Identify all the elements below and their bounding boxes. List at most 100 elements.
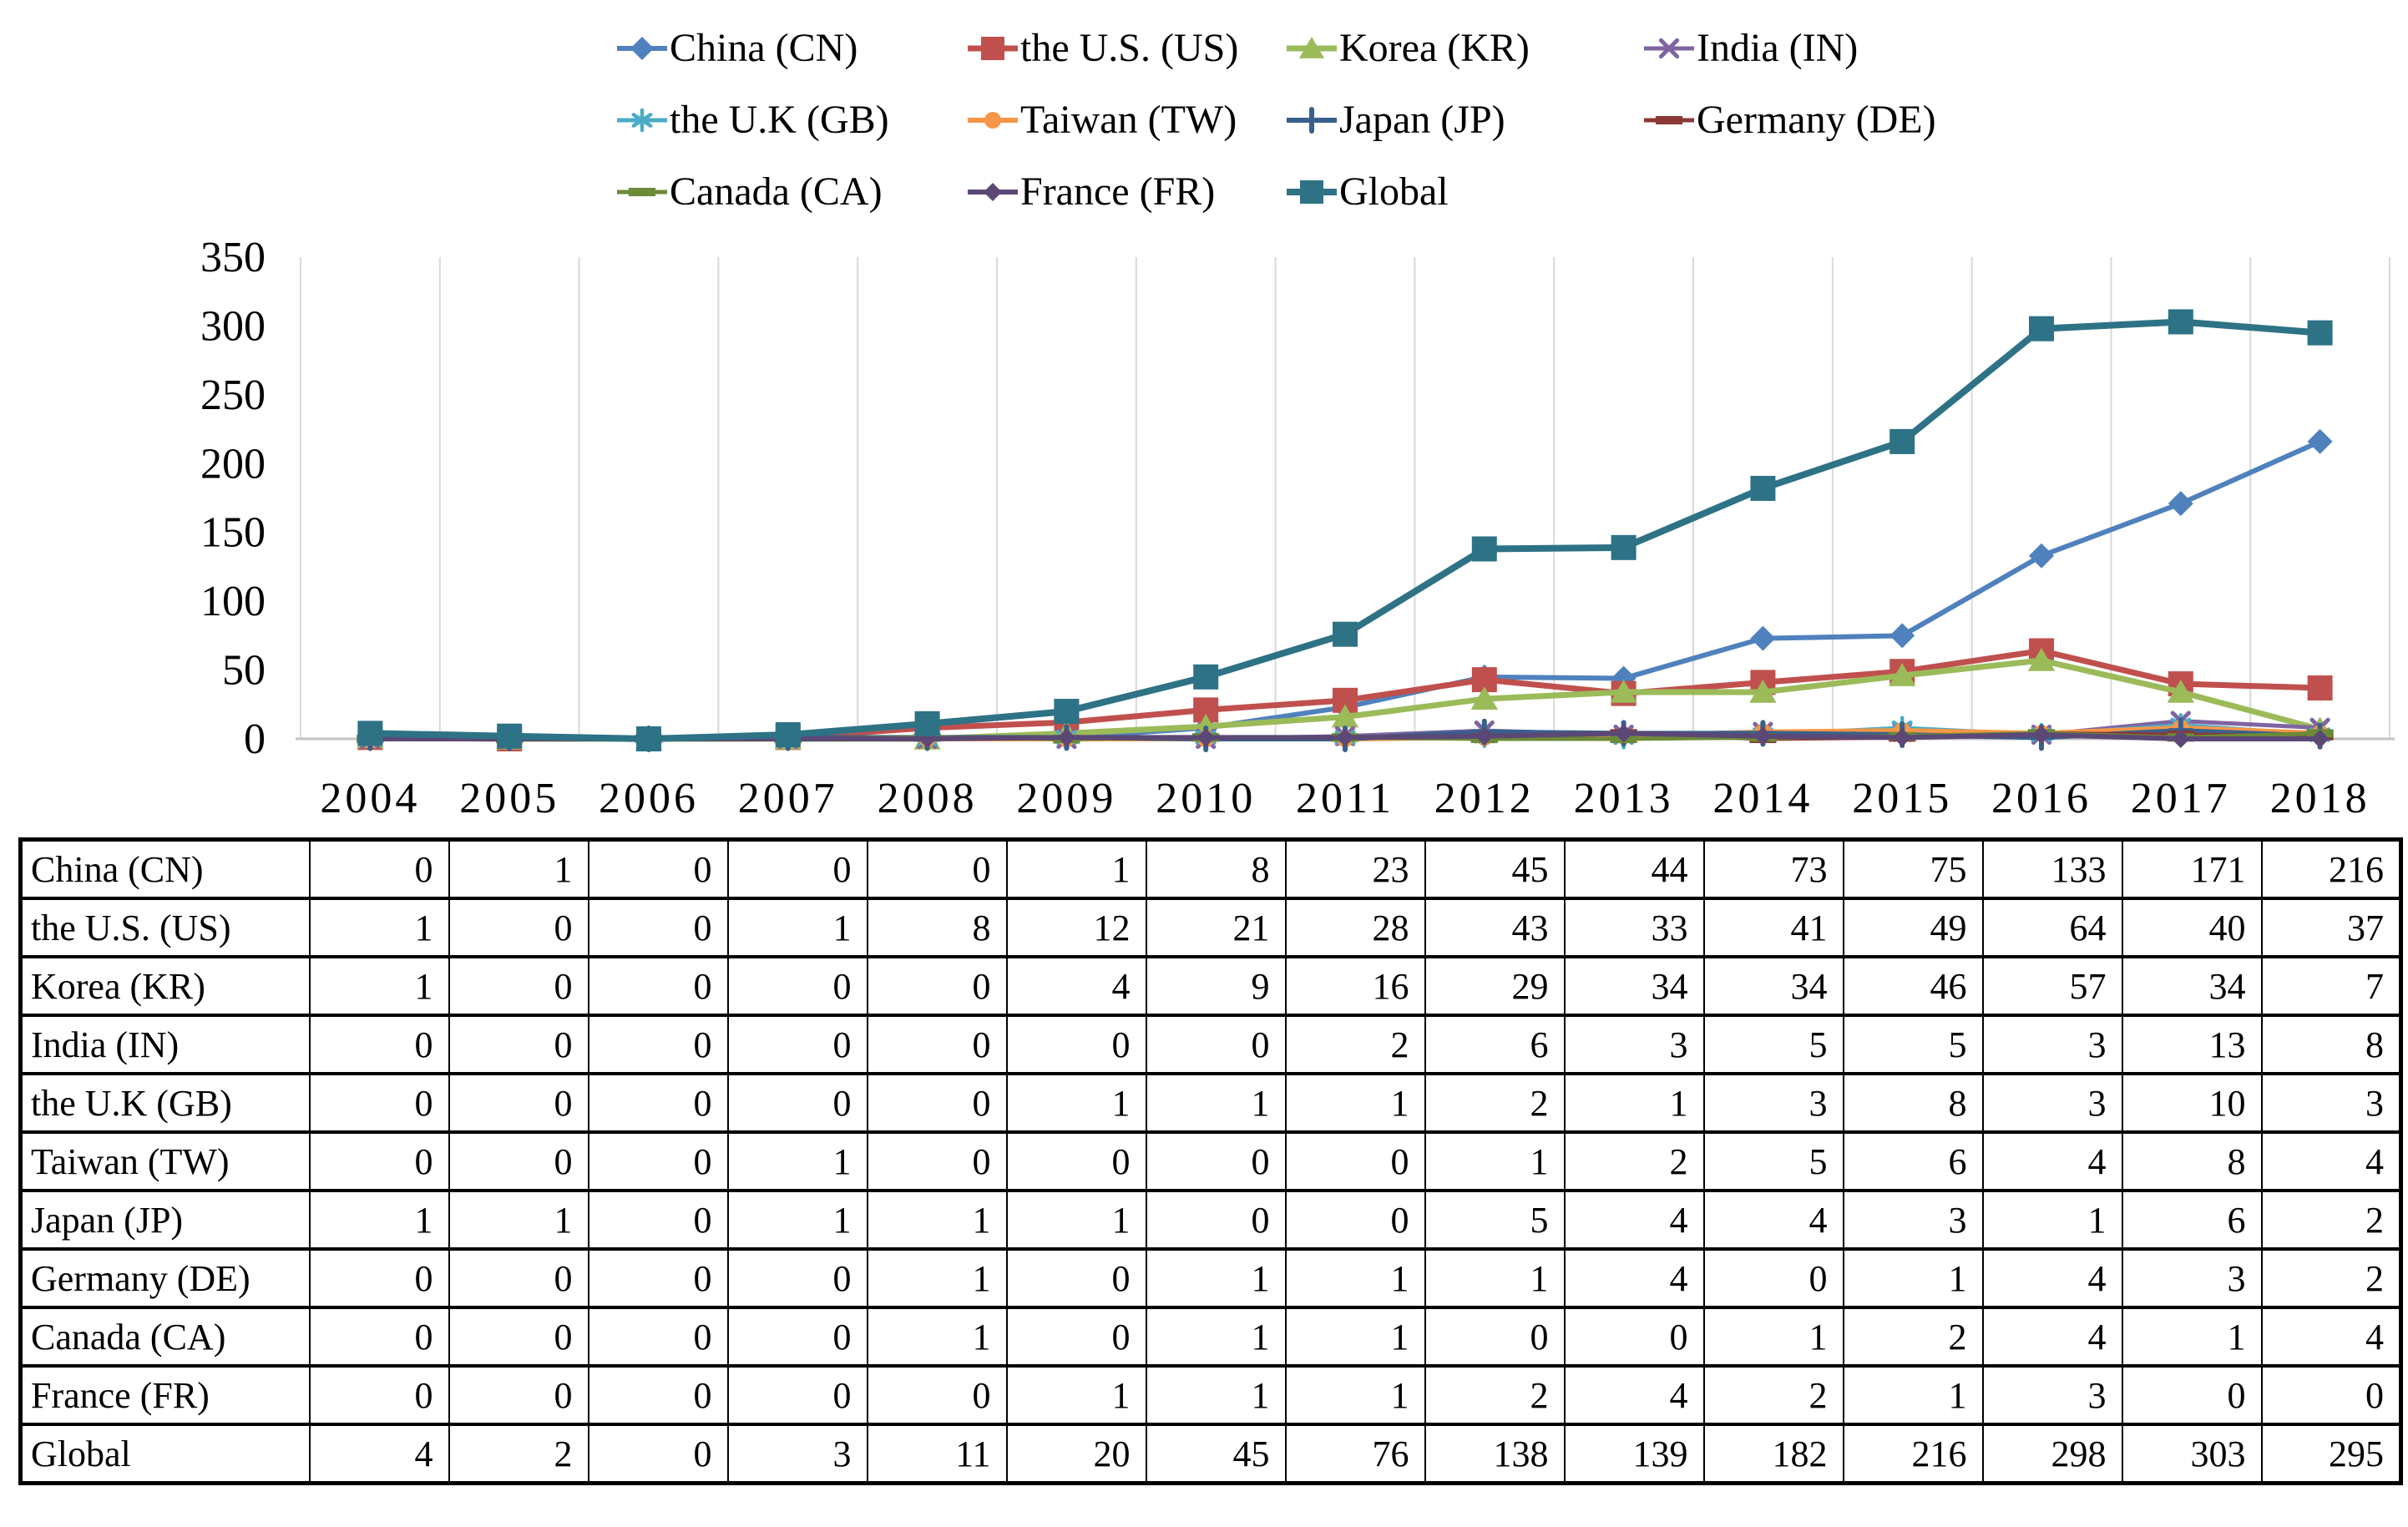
legend-marker-glyph <box>1298 107 1325 134</box>
x-axis-label: 2009 <box>1016 775 1116 822</box>
cell-value: 8 <box>2260 1014 2402 1075</box>
legend-marker-the-u-s-us-icon <box>968 37 1018 60</box>
series-marker-korea-kr <box>2027 648 2056 671</box>
legend-marker-glyph <box>1655 115 1683 125</box>
cell-value: 0 <box>448 1306 589 1368</box>
legend-item-korea-kr: Korea (KR) <box>1286 25 1530 72</box>
legend-marker-taiwan-tw-icon <box>968 112 1018 129</box>
legend-marker-france-fr-icon <box>968 183 1018 201</box>
series-marker-china-cn <box>1889 623 1915 649</box>
cell-value: 1 <box>1005 1189 1147 1251</box>
cell-value: 0 <box>587 1189 729 1251</box>
cell-value: 0 <box>866 1130 1008 1192</box>
y-axis-label: 250 <box>200 372 266 419</box>
cell-value: 73 <box>1702 837 1844 900</box>
cell-value: 303 <box>2121 1423 2263 1485</box>
cell-value: 76 <box>1284 1423 1426 1485</box>
legend-item-global: Global <box>1286 169 1449 215</box>
cell-value: 8 <box>1145 837 1287 900</box>
x-axis-label: 2013 <box>1574 775 1674 822</box>
cell-value: 37 <box>2260 897 2402 958</box>
row-label: Canada (CA) <box>19 1306 311 1368</box>
row-label: Korea (KR) <box>19 955 311 1017</box>
cell-value: 1 <box>866 1306 1008 1368</box>
cell-value: 23 <box>1284 837 1426 900</box>
cell-value: 0 <box>726 837 868 900</box>
cell-value: 34 <box>1563 955 1705 1017</box>
cell-value: 0 <box>726 1306 868 1368</box>
gridlines <box>300 257 2390 739</box>
cell-value: 0 <box>1284 1189 1426 1251</box>
x-axis-label: 2008 <box>878 775 978 822</box>
series-marker-france-fr <box>1196 728 1216 747</box>
cell-value: 5 <box>1842 1014 1984 1075</box>
cell-value: 1 <box>1842 1364 1984 1426</box>
cell-value: 1 <box>2121 1306 2263 1368</box>
series-marker-france-fr <box>1614 724 1633 743</box>
legend-item-germany-de: Germany (DE) <box>1643 97 1936 144</box>
cell-value: 0 <box>587 837 729 900</box>
legend-label: Korea (KR) <box>1339 26 1530 70</box>
cell-value: 44 <box>1563 837 1705 900</box>
legend-label: China (CN) <box>670 26 858 70</box>
series-marker-global <box>2029 316 2054 341</box>
cell-value: 2 <box>448 1423 589 1485</box>
cell-value: 3 <box>1842 1189 1984 1251</box>
cell-value: 1 <box>1284 1364 1426 1426</box>
row-label: Germany (DE) <box>19 1247 311 1309</box>
cell-value: 1 <box>1005 1072 1147 1134</box>
table-row-japan-jp: Japan (JP) 1 1 0 1 1 1 0 0 5 4 4 3 1 6 2 <box>19 1189 2402 1251</box>
series-marker-china-cn <box>1750 625 1776 651</box>
cell-value: 0 <box>308 1130 450 1192</box>
series-marker-france-fr <box>1057 728 1076 747</box>
table-row-canada-ca: Canada (CA) 0 0 0 0 1 0 1 1 0 0 1 2 4 1 4 <box>19 1306 2402 1368</box>
legend-label: Japan (JP) <box>1339 98 1505 142</box>
series-marker-the-u-s-us <box>2307 675 2333 701</box>
x-axis-label: 2010 <box>1156 775 1256 822</box>
table-row-china-cn: China (CN) 0 1 0 0 0 1 8 23 45 44 73 75 133 171 216 <box>19 837 2402 900</box>
legend-marker-glyph <box>984 183 1002 201</box>
table-row-korea-kr: Korea (KR) 1 0 0 0 0 4 9 16 29 34 34 46 57 34 7 <box>19 955 2402 1017</box>
series-marker-global <box>1333 621 1358 647</box>
cell-value: 57 <box>1981 955 2123 1017</box>
cell-value: 0 <box>587 1014 729 1075</box>
legend-item-the-u-s-us: the U.S. (US) <box>967 25 1238 72</box>
cell-value: 298 <box>1981 1423 2123 1485</box>
cell-value: 3 <box>2121 1247 2263 1309</box>
cell-value: 0 <box>1284 1130 1426 1192</box>
series-marker-france-fr <box>1753 726 1773 746</box>
series-marker-global <box>497 723 523 749</box>
cell-value: 0 <box>1145 1130 1287 1192</box>
legend-label: Canada (CA) <box>670 169 883 214</box>
cell-value: 0 <box>866 837 1008 900</box>
x-axis-label: 2007 <box>738 775 838 822</box>
cell-value: 0 <box>866 955 1008 1017</box>
cell-value: 12 <box>1005 897 1147 958</box>
legend-marker-glyph <box>1300 180 1323 204</box>
cell-value: 28 <box>1284 897 1426 958</box>
x-axis-label: 2017 <box>2131 775 2231 822</box>
legend-marker-glyph <box>630 37 654 60</box>
series-marker-global <box>1889 428 1915 454</box>
series-marker-france-fr <box>2171 730 2190 748</box>
row-label: Taiwan (TW) <box>19 1130 311 1192</box>
series-marker-global <box>914 710 940 736</box>
cell-value: 0 <box>448 1247 589 1309</box>
legend-marker-korea-kr-icon <box>1287 37 1337 58</box>
cell-value: 4 <box>1563 1189 1705 1251</box>
cell-value: 1 <box>1145 1364 1287 1426</box>
row-label: Global <box>19 1423 311 1485</box>
cell-value: 0 <box>587 955 729 1017</box>
cell-value: 1 <box>1563 1072 1705 1134</box>
legend-item-taiwan-tw: Taiwan (TW) <box>967 97 1237 144</box>
cell-value: 13 <box>2121 1014 2263 1075</box>
legend-label: the U.K (GB) <box>670 98 889 142</box>
series-marker-france-fr <box>1475 726 1494 746</box>
cell-value: 0 <box>2121 1364 2263 1426</box>
cell-value: 182 <box>1702 1423 1844 1485</box>
x-axis-label: 2014 <box>1712 775 1813 822</box>
legend-marker-germany-de-icon <box>1644 115 1694 125</box>
cell-value: 1 <box>1424 1247 1566 1309</box>
cell-value: 4 <box>1981 1306 2123 1368</box>
